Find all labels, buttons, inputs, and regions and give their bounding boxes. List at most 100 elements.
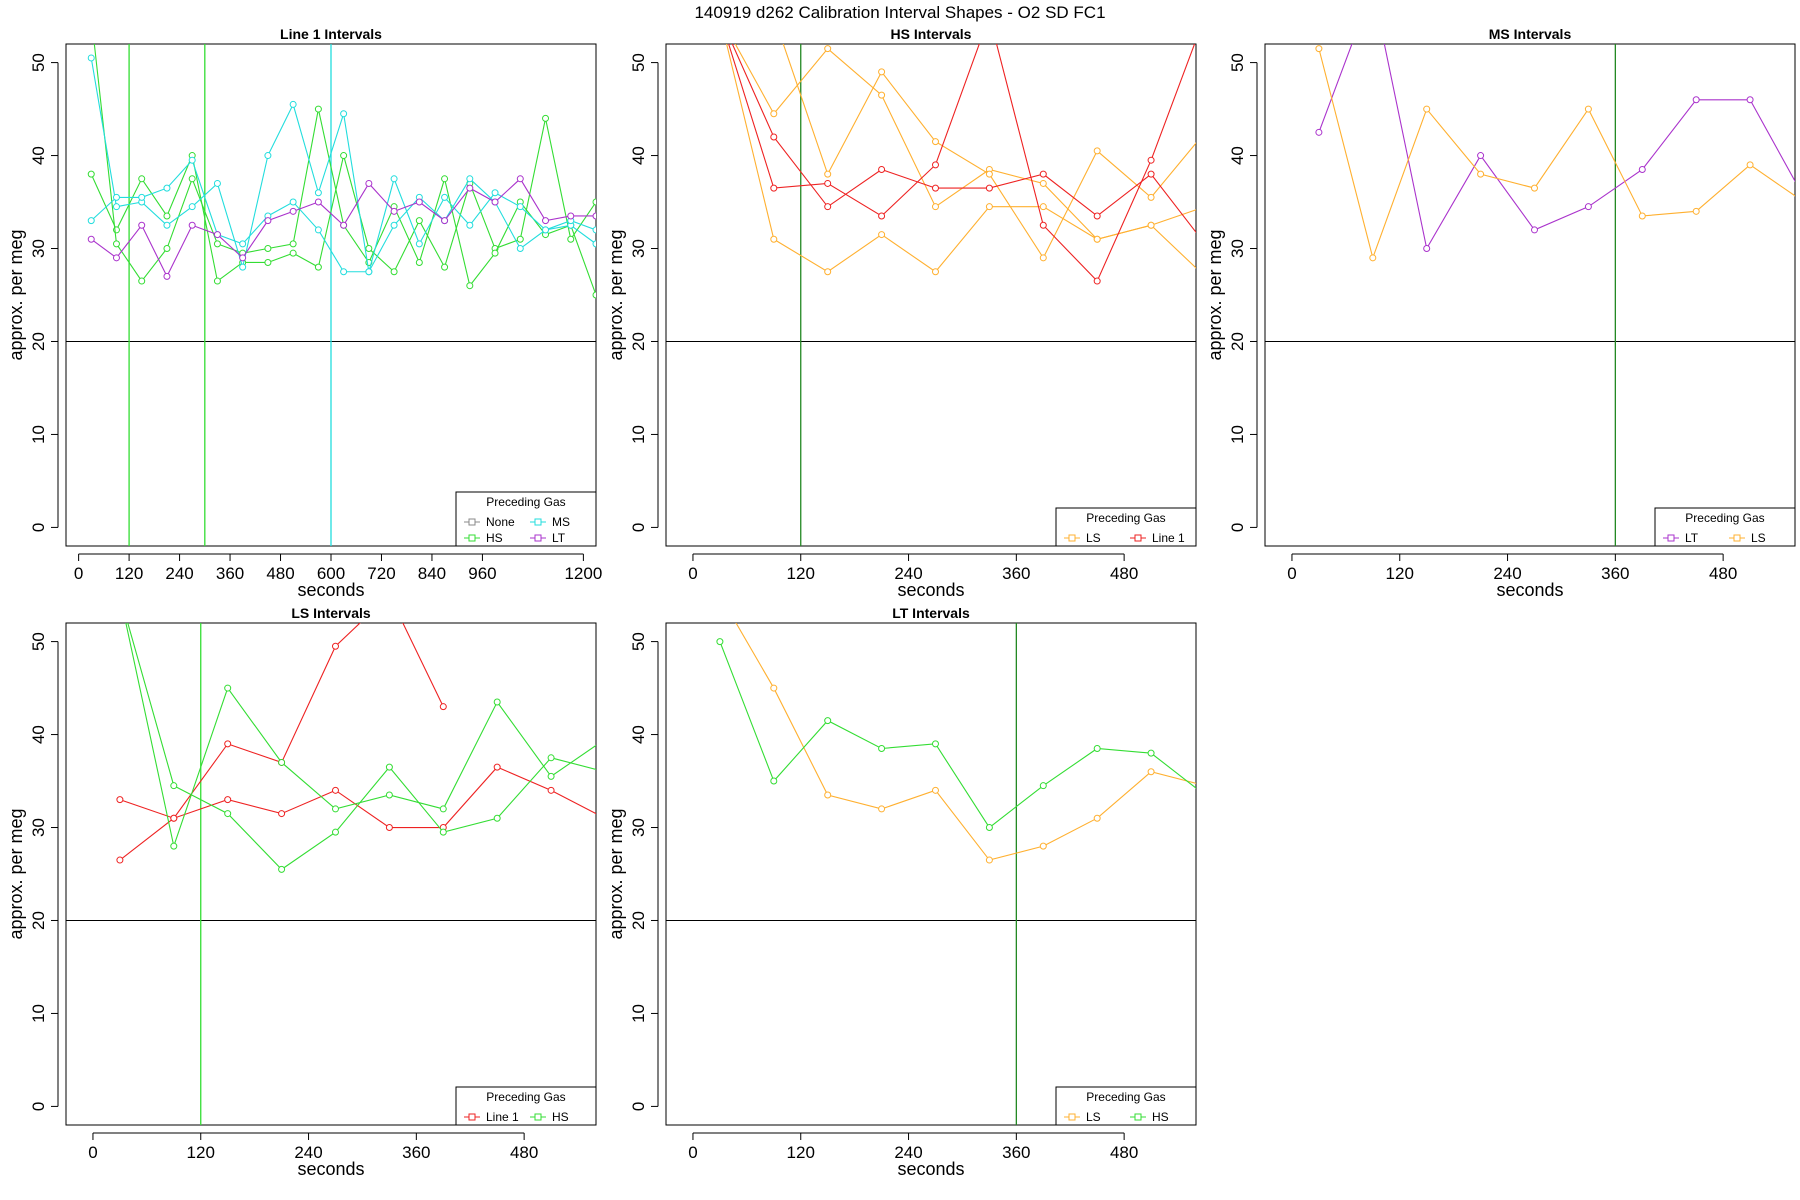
data-point: [331, 805, 339, 813]
data-point: [278, 865, 286, 873]
data-point: [602, 736, 608, 742]
data-point: [441, 263, 449, 271]
data-point: [88, 13, 94, 19]
data-point: [340, 152, 348, 160]
data-point: [1147, 768, 1155, 776]
plot-area: [666, 44, 1208, 546]
data-point: [390, 175, 398, 183]
data-point: [385, 824, 393, 832]
data-point: [289, 198, 297, 206]
data-point: [878, 805, 886, 813]
data-point: [163, 221, 171, 229]
series-line: [782, 44, 1196, 259]
data-point: [985, 203, 993, 211]
series-hs: [716, 638, 1196, 832]
data-point: [1423, 245, 1431, 253]
series-ms: [87, 156, 596, 276]
y-axis-label: approx. per meg: [6, 229, 26, 360]
y-tick-label: 40: [629, 725, 648, 744]
y-tick-label: 50: [629, 53, 648, 72]
series-ls: [1315, 45, 1795, 262]
data-point: [1202, 129, 1208, 135]
legend-label: None: [486, 515, 515, 529]
x-tick-label: 120: [787, 564, 815, 583]
data-point: [1315, 128, 1323, 136]
data-point: [466, 221, 474, 229]
data-point: [985, 824, 993, 832]
series-ls: [782, 44, 1208, 262]
data-point: [770, 777, 778, 785]
legend-title: Preceding Gas: [1086, 1090, 1165, 1104]
plot-area: [666, 623, 1196, 1125]
data-point: [1584, 203, 1592, 211]
legend-entry: None: [464, 515, 515, 529]
data-point: [289, 207, 297, 215]
legend-entry: LS: [1729, 531, 1766, 545]
data-point: [878, 68, 886, 76]
x-tick-label: 720: [367, 564, 395, 583]
legend-label: MS: [552, 515, 570, 529]
legend-entry: LS: [1064, 1110, 1101, 1124]
data-point: [1147, 170, 1155, 178]
data-point: [592, 198, 596, 206]
y-tick-label: 0: [629, 523, 648, 532]
data-point: [390, 268, 398, 276]
plot-frame: [1264, 43, 1796, 547]
series-lt: [1315, 44, 1795, 253]
legend-label: LS: [1086, 1110, 1101, 1124]
data-point: [415, 258, 423, 266]
legend-box: [455, 491, 597, 547]
data-point: [931, 740, 939, 748]
data-point: [824, 45, 832, 53]
x-tick-label: 120: [115, 564, 143, 583]
data-point: [112, 193, 120, 201]
data-point: [163, 184, 171, 192]
legend-label: Line 1: [1152, 531, 1185, 545]
legend-entry: HS: [530, 1110, 569, 1124]
data-point: [87, 217, 95, 225]
data-point: [1147, 749, 1155, 757]
x-tick-label: 240: [165, 564, 193, 583]
legend-label: Line 1: [486, 1110, 519, 1124]
series-hs: [127, 623, 596, 873]
data-point: [385, 763, 393, 771]
series-ms: [87, 54, 596, 276]
plot-area: [1265, 44, 1795, 546]
series-ls: [734, 44, 1196, 243]
data-point: [340, 110, 348, 118]
data-point: [289, 249, 297, 257]
data-point: [931, 184, 939, 192]
y-tick-label: 10: [1228, 425, 1247, 444]
chart-panel-2: MS Intervals 0 120 240 360 480 seconds 0 10 20 30 4…: [1205, 26, 1796, 600]
legend-entry: HS: [1130, 1110, 1169, 1124]
legend-title: Preceding Gas: [1685, 511, 1764, 525]
data-point: [824, 203, 832, 211]
data-point: [1147, 156, 1155, 164]
data-point: [365, 268, 373, 276]
x-axis-label: seconds: [1496, 580, 1563, 600]
legend-entry: Line 1: [1130, 531, 1185, 545]
x-axis-label: seconds: [297, 580, 364, 600]
legend-entry: LT: [530, 531, 566, 545]
data-point: [138, 193, 146, 201]
plot-frame: [65, 622, 597, 1126]
data-point: [1147, 221, 1155, 229]
data-point: [213, 179, 221, 187]
y-tick-label: 10: [29, 1004, 48, 1023]
data-point: [331, 642, 339, 650]
data-point: [170, 782, 178, 790]
series-line-1: [731, 44, 1196, 234]
series-lt: [87, 175, 596, 280]
data-point: [188, 175, 196, 183]
legend: Preceding Gas LT LS: [1654, 507, 1796, 547]
data-point: [224, 684, 232, 692]
legend-label: HS: [486, 531, 503, 545]
series-line: [719, 641, 1196, 829]
data-point: [264, 258, 272, 266]
series-line: [119, 766, 596, 829]
data-point: [592, 240, 596, 248]
plot-area: [66, 13, 596, 546]
data-point: [239, 240, 247, 248]
y-tick-label: 50: [29, 632, 48, 651]
data-point: [441, 193, 449, 201]
